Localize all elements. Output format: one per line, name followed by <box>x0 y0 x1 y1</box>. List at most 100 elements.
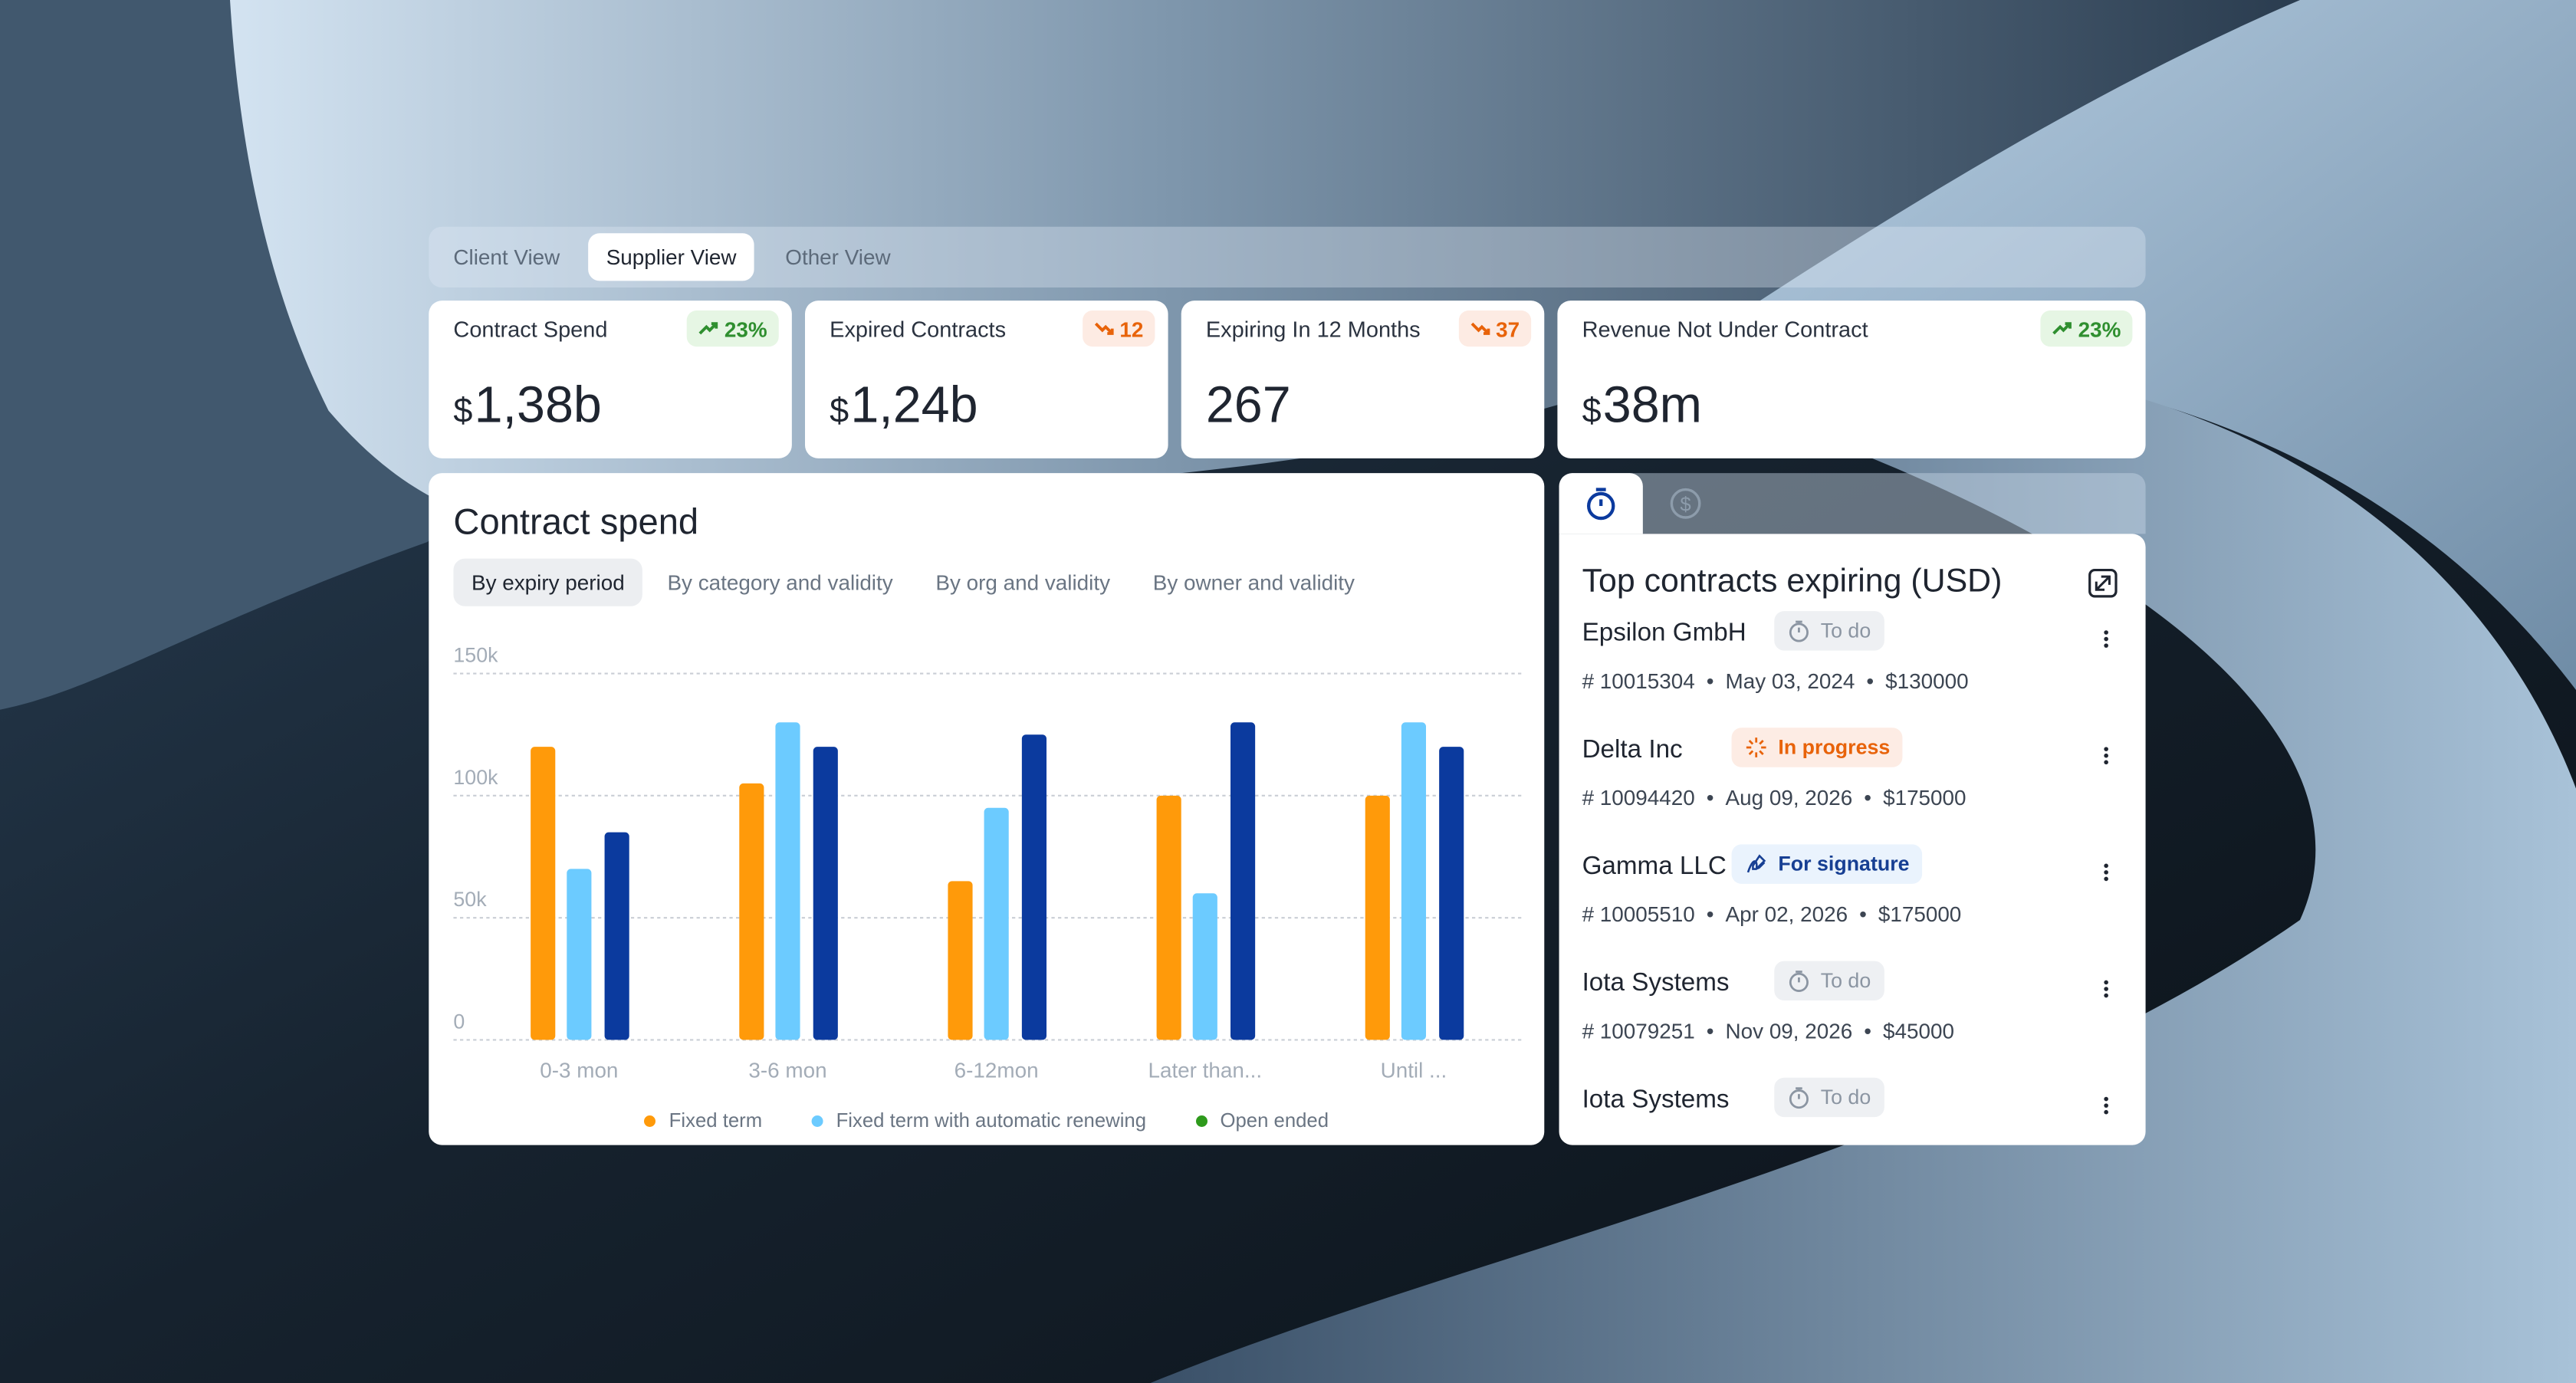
x-tick-label: Later than... <box>1148 1059 1262 1082</box>
menu-dot <box>2104 760 2108 765</box>
status-text: For signature <box>1778 852 1910 876</box>
kpi-value: $38m <box>1582 376 1702 435</box>
contract-date: Apr 02, 2026 <box>1725 902 1848 927</box>
view-tab[interactable]: Client View <box>453 245 560 270</box>
trend-arrow <box>1093 322 1113 335</box>
contract-row: Iota Systems To do # 10079251 • Nov 09, 2026… <box>1582 961 2133 1086</box>
menu-dot <box>2104 876 2108 882</box>
contract-name: Iota Systems <box>1582 1086 1730 1114</box>
menu-dot <box>2104 630 2108 635</box>
chart-filter[interactable]: By expiry period <box>453 558 643 606</box>
menu-dot <box>2104 1103 2108 1108</box>
bar <box>775 722 800 1040</box>
row-menu[interactable] <box>2103 862 2110 882</box>
menu-dot <box>2104 863 2108 869</box>
kpi-label: Expired Contracts <box>830 317 1007 342</box>
clock <box>1789 972 1809 992</box>
view-tab[interactable]: Other View <box>785 245 891 270</box>
menu-dot <box>2104 753 2108 758</box>
chart-filter[interactable]: By owner and validity <box>1152 570 1355 595</box>
panel-title: Top contracts expiring (USD) <box>1582 563 2003 600</box>
bar <box>1439 747 1464 1040</box>
y-tick-label: 50k <box>453 888 487 911</box>
x-tick-label: 6-12mon <box>955 1059 1039 1082</box>
chart-filter[interactable]: By category and validity <box>667 570 893 595</box>
row-menu[interactable] <box>2103 746 2110 766</box>
menu-dot <box>2104 870 2108 875</box>
status-icon <box>1789 620 1809 642</box>
x-tick-label: 0-3 mon <box>540 1059 618 1082</box>
legend-item: Open ended <box>1195 1109 1329 1132</box>
bar <box>948 881 973 1040</box>
legend-label: Open ended <box>1220 1109 1329 1132</box>
trend-arrow <box>698 322 718 335</box>
bar <box>1192 893 1217 1040</box>
legend-item: Fixed term with automatic renewing <box>811 1109 1146 1132</box>
kpi-label: Expiring In 12 Months <box>1205 317 1421 342</box>
signature <box>1747 854 1767 873</box>
kpi-label: Revenue Not Under Contract <box>1582 317 1868 342</box>
kpi-change: 37 <box>1496 316 1520 341</box>
contract-name: Delta Inc <box>1582 736 1683 764</box>
y-tick-label: 100k <box>453 766 498 789</box>
legend-dot <box>1195 1114 1208 1126</box>
timer-tab[interactable] <box>1559 473 1643 534</box>
expand-icon[interactable] <box>2088 568 2118 598</box>
money-tab[interactable]: $ <box>1658 473 1717 534</box>
row-menu[interactable] <box>2103 1096 2110 1115</box>
kpi-card: Contract Spend 23% $1,38b <box>429 301 792 458</box>
contract-row: Epsilon GmbH To do # 10015304 • May 03, 2024… <box>1582 611 2133 736</box>
bar <box>567 869 592 1040</box>
bar <box>1365 795 1390 1040</box>
kpi-badge: 23% <box>2040 310 2133 347</box>
contracts-panel: $ Top contracts expiring (USD) Epsilon G… <box>1559 473 2146 1145</box>
legend-dot <box>644 1114 656 1126</box>
menu-dot <box>2104 980 2108 985</box>
clock-hand <box>1796 620 1803 632</box>
status-badge: To do <box>1774 611 1884 651</box>
bar <box>813 747 838 1040</box>
bar <box>1401 722 1426 1040</box>
contract-row: Gamma LLC For signature # 10005510 • Apr 02,… <box>1582 844 2133 969</box>
legend: Fixed term Fixed term with automatic rene… <box>429 1109 1544 1132</box>
status-text: To do <box>1820 969 1871 993</box>
contract-id: # 10079251 <box>1582 1018 1695 1043</box>
chart-filters: By expiry period By category and validity… <box>453 558 1372 606</box>
clock-hand <box>1796 971 1803 983</box>
status-icon <box>1789 1087 1809 1109</box>
contract-meta: # 10005510 • Apr 02, 2026 • $175000 <box>1582 902 1962 926</box>
panel-tabs: $ <box>1559 473 2146 534</box>
contract-amount: $45000 <box>1883 1018 1955 1043</box>
row-menu[interactable] <box>2103 629 2110 649</box>
kpi-number: 267 <box>1205 376 1291 434</box>
contract-meta: # 10079251 • Nov 09, 2026 • $45000 <box>1582 1019 1954 1043</box>
legend-item: Fixed term <box>644 1109 762 1132</box>
menu-dot <box>2104 636 2108 642</box>
contract-name: Iota Systems <box>1582 969 1730 997</box>
contract-date: Aug 09, 2026 <box>1725 785 1853 810</box>
status-icon <box>1789 971 1809 992</box>
row-menu[interactable] <box>2103 979 2110 999</box>
menu-dot <box>2104 993 2108 998</box>
kpi-prefix: $ <box>453 393 473 431</box>
contract-id: # 10005510 <box>1582 902 1695 927</box>
chart-filter[interactable]: By org and validity <box>935 570 1111 595</box>
status-text: In progress <box>1778 736 1891 759</box>
status-icon <box>1747 854 1767 873</box>
contract-date: May 03, 2024 <box>1725 669 1855 694</box>
contract-name: Epsilon GmbH <box>1582 619 1746 648</box>
contract-amount: $130000 <box>1885 669 1969 694</box>
kpi-value: $1,24b <box>830 376 978 435</box>
bar <box>1230 722 1256 1040</box>
y-tick-label: 0 <box>453 1010 465 1033</box>
kpi-value: 267 <box>1206 376 1291 435</box>
trend-icon <box>1093 322 1113 335</box>
chart-panel: 0 50k 100k 150k 0-3 mon 3-6 mon 6-12mon Later t… <box>429 473 1545 1145</box>
separator: • <box>1706 785 1714 810</box>
separator: • <box>1706 1018 1714 1043</box>
status-badge: To do <box>1774 961 1884 1000</box>
view-tab[interactable]: Supplier View <box>588 233 755 281</box>
menu-dot <box>2104 747 2108 751</box>
separator: • <box>1706 669 1714 694</box>
